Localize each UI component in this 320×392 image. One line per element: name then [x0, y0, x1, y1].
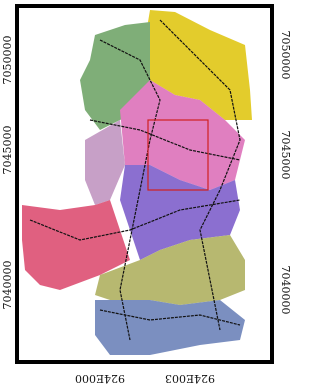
map: 7050000 7045000 7040000 7050000 7045000 70400…: [0, 0, 301, 392]
left-coordinate-label: 7040000: [1, 261, 14, 310]
bottom-coordinate-label: 924E000: [75, 372, 125, 385]
left-coordinate-label: 7045000: [1, 126, 14, 175]
right-coordinate-label: 7050000: [279, 31, 292, 80]
bottom-coordinate-label: 924E003: [165, 372, 215, 385]
right-coordinate-label: 7045000: [279, 131, 292, 180]
right-coordinate-label: 7040000: [279, 266, 292, 315]
left-coordinate-label: 7050000: [1, 36, 14, 85]
page: {"map": { "left_labels": ["7050000", "70…: [0, 0, 320, 392]
